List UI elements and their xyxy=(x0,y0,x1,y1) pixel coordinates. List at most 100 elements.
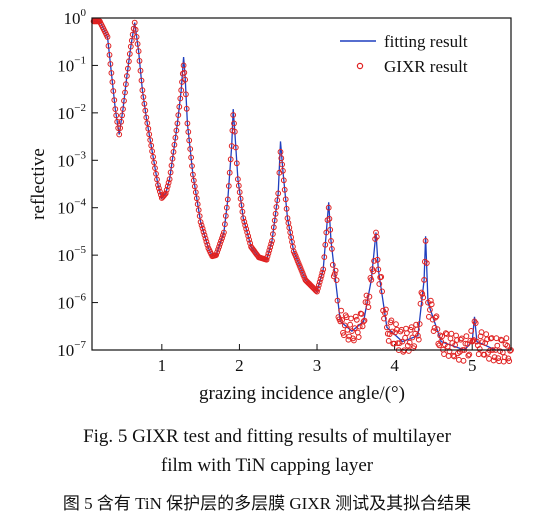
gixr-data-point xyxy=(483,331,490,338)
gixr-data-point xyxy=(383,306,389,313)
gixr-data-point xyxy=(137,67,144,74)
gixr-data-point xyxy=(321,254,328,261)
gixr-data-point xyxy=(148,142,155,149)
plot-frame xyxy=(91,17,512,351)
gixr-data-point xyxy=(264,253,271,260)
gixr-data-point xyxy=(219,235,225,242)
gixr-data-point xyxy=(273,204,280,210)
gixr-data-point xyxy=(231,120,237,127)
gixr-data-point xyxy=(379,288,386,295)
gixr-data-point xyxy=(170,149,177,155)
gixr-data-point xyxy=(363,292,370,299)
gixr-data-point xyxy=(270,231,276,238)
gixr-data-point xyxy=(176,103,183,110)
gixr-data-point xyxy=(161,191,168,198)
gixr-data-point xyxy=(109,79,116,85)
gixr-data-point xyxy=(368,277,375,283)
gixr-data-point xyxy=(428,301,435,308)
gixr-data-point xyxy=(190,171,196,178)
gixr-data-point xyxy=(123,81,129,88)
x-tick-label: 4 xyxy=(390,356,399,375)
gixr-data-point xyxy=(411,343,418,350)
gixr-data-point xyxy=(506,358,513,365)
gixr-data-point xyxy=(231,128,238,135)
gixr-data-point xyxy=(177,95,184,102)
gixr-data-point xyxy=(341,332,347,339)
gixr-data-point xyxy=(315,282,322,289)
caption-english-line-1: Fig. 5 GIXR test and fitting results of … xyxy=(83,426,451,447)
gixr-data-point xyxy=(332,267,339,274)
gixr-data-point xyxy=(217,240,223,247)
gixr-data-point xyxy=(155,182,161,189)
gixr-data-point xyxy=(354,329,361,336)
gixr-data-point xyxy=(270,224,277,231)
gixr-data-point xyxy=(172,134,179,141)
gixr-data-point xyxy=(185,129,192,135)
gixr-data-point xyxy=(442,330,449,337)
gixr-data-point xyxy=(320,266,327,273)
gixr-data-point xyxy=(236,189,243,196)
gixr-data-point xyxy=(366,293,373,300)
gixr-data-point xyxy=(384,324,390,331)
gixr-data-point xyxy=(245,233,252,240)
gixr-data-point xyxy=(371,258,378,264)
gixr-data-point xyxy=(120,106,126,112)
gixr-data-point xyxy=(193,195,200,202)
gixr-data-point xyxy=(476,346,483,352)
gixr-data-point xyxy=(147,137,154,143)
gixr-data-point xyxy=(244,229,251,236)
gixr-data-point xyxy=(391,340,398,347)
gixr-data-point xyxy=(402,334,409,341)
y-tick-label: 10−4 xyxy=(57,197,86,218)
gixr-data-point xyxy=(247,240,254,247)
gixr-data-point xyxy=(145,125,152,132)
gixr-data-point xyxy=(220,232,226,239)
gixr-data-point xyxy=(356,323,363,330)
gixr-data-point xyxy=(381,315,387,322)
gixr-data-point xyxy=(178,87,185,94)
gixr-data-point xyxy=(385,338,392,344)
gixr-data-point xyxy=(195,207,202,214)
gixr-data-point xyxy=(275,190,282,197)
gixr-data-point xyxy=(491,354,498,361)
gixr-data-point xyxy=(457,336,464,343)
gixr-data-point xyxy=(407,326,414,333)
gixr-data-point xyxy=(456,356,462,363)
gixr-data-point xyxy=(353,316,360,323)
gixr-data-point xyxy=(143,114,150,121)
gixr-data-point xyxy=(157,188,163,195)
gixr-data-point xyxy=(441,351,447,358)
gixr-data-point xyxy=(136,58,143,64)
gixr-data-point xyxy=(138,77,145,84)
gixr-data-point xyxy=(233,160,240,167)
gixr-data-point xyxy=(274,197,281,204)
gixr-data-point xyxy=(352,313,359,320)
gixr-data-point xyxy=(370,268,377,275)
y-tick-label: 10−3 xyxy=(57,149,86,170)
gixr-data-point xyxy=(280,167,286,174)
gixr-data-point xyxy=(243,226,250,232)
gixr-data-point xyxy=(470,337,477,343)
gixr-data-point xyxy=(196,213,203,220)
gixr-data-point xyxy=(174,120,181,127)
gixr-data-point xyxy=(169,155,176,162)
gixr-data-point xyxy=(451,353,458,360)
gixr-data-point xyxy=(325,204,332,211)
gixr-data-point xyxy=(218,238,224,244)
gixr-data-point xyxy=(328,238,334,244)
gixr-data-point xyxy=(144,120,151,126)
gixr-data-point xyxy=(331,271,338,277)
x-axis-title: grazing incidence angle/(°) xyxy=(199,383,405,404)
gixr-data-point xyxy=(154,176,160,183)
gixr-data-point xyxy=(374,256,381,263)
gixr-data-point xyxy=(152,165,158,172)
gixr-data-point xyxy=(376,281,383,287)
gixr-data-point xyxy=(434,326,441,333)
gixr-data-point xyxy=(269,238,275,244)
gixr-data-point xyxy=(326,215,333,222)
legend-gixr-swatch xyxy=(356,62,364,70)
gixr-data-point xyxy=(263,256,270,263)
gixr-data-point xyxy=(382,310,388,317)
gixr-data-point xyxy=(486,355,492,362)
gixr-data-point xyxy=(117,125,123,132)
